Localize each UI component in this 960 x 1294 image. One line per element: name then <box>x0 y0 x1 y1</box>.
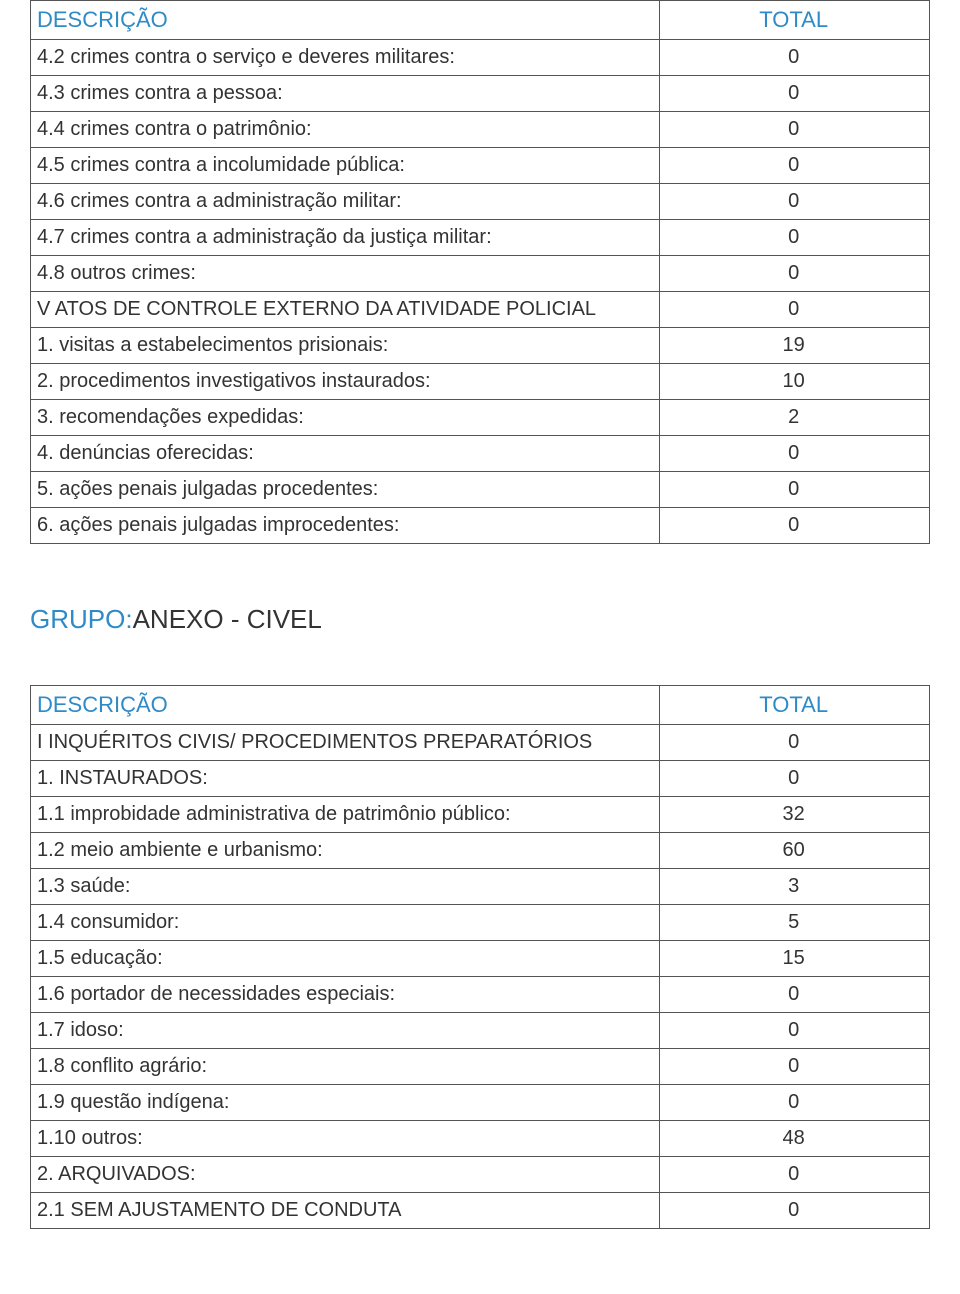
row-desc: 4.6 crimes contra a administração milita… <box>31 184 660 220</box>
row-desc: 1.9 questão indígena: <box>31 1085 660 1121</box>
row-desc: 6. ações penais julgadas improcedentes: <box>31 508 660 544</box>
table-row: 4.5 crimes contra a incolumidade pública… <box>31 148 930 184</box>
row-desc: 4.7 crimes contra a administração da jus… <box>31 220 660 256</box>
row-desc: 5. ações penais julgadas procedentes: <box>31 472 660 508</box>
row-value: 0 <box>660 1013 930 1049</box>
group-label: GRUPO: <box>30 604 133 634</box>
table-row: 2. ARQUIVADOS:0 <box>31 1157 930 1193</box>
table-2-header-row: DESCRIÇÃO TOTAL <box>31 686 930 725</box>
table-2-header-total: TOTAL <box>660 686 930 725</box>
row-desc: 1.6 portador de necessidades especiais: <box>31 977 660 1013</box>
row-desc: 2. procedimentos investigativos instaura… <box>31 364 660 400</box>
row-desc: I INQUÉRITOS CIVIS/ PROCEDIMENTOS PREPAR… <box>31 725 660 761</box>
row-desc: V ATOS DE CONTROLE EXTERNO DA ATIVIDADE … <box>31 292 660 328</box>
row-value: 0 <box>660 1049 930 1085</box>
table-1-header-row: DESCRIÇÃO TOTAL <box>31 1 930 40</box>
row-desc: 4.4 crimes contra o patrimônio: <box>31 112 660 148</box>
page-container: DESCRIÇÃO TOTAL 4.2 crimes contra o serv… <box>0 0 960 1269</box>
table-row: I INQUÉRITOS CIVIS/ PROCEDIMENTOS PREPAR… <box>31 725 930 761</box>
row-value: 0 <box>660 292 930 328</box>
table-1: DESCRIÇÃO TOTAL 4.2 crimes contra o serv… <box>30 0 930 544</box>
table-row: 1.10 outros:48 <box>31 1121 930 1157</box>
row-desc: 1.4 consumidor: <box>31 905 660 941</box>
table-1-header-desc: DESCRIÇÃO <box>31 1 660 40</box>
row-desc: 4.3 crimes contra a pessoa: <box>31 76 660 112</box>
row-value: 0 <box>660 76 930 112</box>
row-value: 0 <box>660 1157 930 1193</box>
row-desc: 2.1 SEM AJUSTAMENTO DE CONDUTA <box>31 1193 660 1229</box>
table-row: 4.8 outros crimes:0 <box>31 256 930 292</box>
table-row: 4. denúncias oferecidas:0 <box>31 436 930 472</box>
table-row: 4.7 crimes contra a administração da jus… <box>31 220 930 256</box>
table-row: 1.8 conflito agrário:0 <box>31 1049 930 1085</box>
table-2-header-desc: DESCRIÇÃO <box>31 686 660 725</box>
row-value: 0 <box>660 40 930 76</box>
row-value: 0 <box>660 220 930 256</box>
row-value: 0 <box>660 725 930 761</box>
table-row: 1.1 improbidade administrativa de patrim… <box>31 797 930 833</box>
row-value: 10 <box>660 364 930 400</box>
row-desc: 1.5 educação: <box>31 941 660 977</box>
row-value: 0 <box>660 112 930 148</box>
table-row: 4.6 crimes contra a administração milita… <box>31 184 930 220</box>
row-desc: 2. ARQUIVADOS: <box>31 1157 660 1193</box>
table-row: V ATOS DE CONTROLE EXTERNO DA ATIVIDADE … <box>31 292 930 328</box>
table-row: 4.4 crimes contra o patrimônio:0 <box>31 112 930 148</box>
row-desc: 1.10 outros: <box>31 1121 660 1157</box>
row-desc: 4. denúncias oferecidas: <box>31 436 660 472</box>
row-desc: 1.7 idoso: <box>31 1013 660 1049</box>
table-row: 1.6 portador de necessidades especiais:0 <box>31 977 930 1013</box>
table-2-body: DESCRIÇÃO TOTAL I INQUÉRITOS CIVIS/ PROC… <box>31 686 930 1229</box>
row-value: 2 <box>660 400 930 436</box>
row-value: 0 <box>660 472 930 508</box>
row-value: 0 <box>660 977 930 1013</box>
row-value: 0 <box>660 148 930 184</box>
table-row: 1. INSTAURADOS:0 <box>31 761 930 797</box>
row-value: 60 <box>660 833 930 869</box>
row-desc: 1.1 improbidade administrativa de patrim… <box>31 797 660 833</box>
table-row: 1.7 idoso:0 <box>31 1013 930 1049</box>
table-row: 1.5 educação:15 <box>31 941 930 977</box>
row-desc: 1. visitas a estabelecimentos prisionais… <box>31 328 660 364</box>
table-row: 1.2 meio ambiente e urbanismo:60 <box>31 833 930 869</box>
table-row: 2. procedimentos investigativos instaura… <box>31 364 930 400</box>
table-1-body: DESCRIÇÃO TOTAL 4.2 crimes contra o serv… <box>31 1 930 544</box>
row-desc: 4.5 crimes contra a incolumidade pública… <box>31 148 660 184</box>
group-value: ANEXO - CIVEL <box>133 604 322 634</box>
row-value: 0 <box>660 508 930 544</box>
row-desc: 4.8 outros crimes: <box>31 256 660 292</box>
table-row: 4.2 crimes contra o serviço e deveres mi… <box>31 40 930 76</box>
row-desc: 3. recomendações expedidas: <box>31 400 660 436</box>
table-row: 2.1 SEM AJUSTAMENTO DE CONDUTA0 <box>31 1193 930 1229</box>
row-desc: 1.2 meio ambiente e urbanismo: <box>31 833 660 869</box>
table-row: 1.9 questão indígena:0 <box>31 1085 930 1121</box>
table-row: 1.3 saúde:3 <box>31 869 930 905</box>
row-desc: 1. INSTAURADOS: <box>31 761 660 797</box>
row-value: 0 <box>660 256 930 292</box>
row-value: 0 <box>660 761 930 797</box>
row-value: 15 <box>660 941 930 977</box>
table-row: 1.4 consumidor:5 <box>31 905 930 941</box>
table-2: DESCRIÇÃO TOTAL I INQUÉRITOS CIVIS/ PROC… <box>30 685 930 1229</box>
row-value: 0 <box>660 184 930 220</box>
table-1-header-total: TOTAL <box>660 1 930 40</box>
table-row: 4.3 crimes contra a pessoa:0 <box>31 76 930 112</box>
table-row: 1. visitas a estabelecimentos prisionais… <box>31 328 930 364</box>
row-value: 19 <box>660 328 930 364</box>
table-row: 6. ações penais julgadas improcedentes:0 <box>31 508 930 544</box>
group-title: GRUPO:ANEXO - CIVEL <box>30 604 930 635</box>
row-value: 5 <box>660 905 930 941</box>
table-row: 3. recomendações expedidas:2 <box>31 400 930 436</box>
table-row: 5. ações penais julgadas procedentes:0 <box>31 472 930 508</box>
row-value: 0 <box>660 1193 930 1229</box>
row-value: 48 <box>660 1121 930 1157</box>
row-value: 0 <box>660 436 930 472</box>
row-desc: 1.3 saúde: <box>31 869 660 905</box>
row-value: 0 <box>660 1085 930 1121</box>
row-desc: 4.2 crimes contra o serviço e deveres mi… <box>31 40 660 76</box>
row-desc: 1.8 conflito agrário: <box>31 1049 660 1085</box>
row-value: 3 <box>660 869 930 905</box>
row-value: 32 <box>660 797 930 833</box>
